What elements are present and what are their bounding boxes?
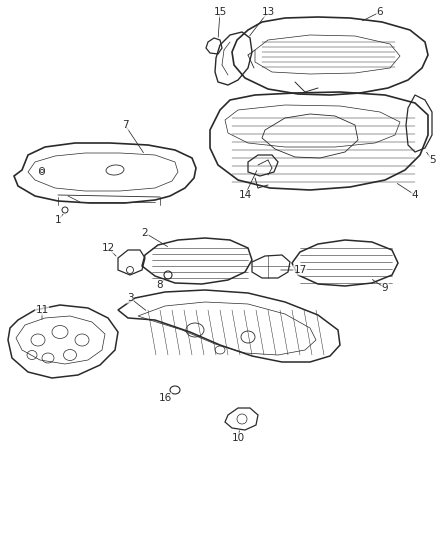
Text: 2: 2 [141, 228, 148, 238]
Text: 17: 17 [293, 265, 307, 275]
Text: 3: 3 [127, 293, 133, 303]
Text: 9: 9 [381, 283, 389, 293]
Text: 15: 15 [213, 7, 226, 17]
Text: 4: 4 [412, 190, 418, 200]
Text: 14: 14 [238, 190, 251, 200]
Text: 13: 13 [261, 7, 275, 17]
Text: 11: 11 [35, 305, 49, 315]
Text: 10: 10 [231, 433, 244, 443]
Text: 8: 8 [157, 280, 163, 290]
Text: 16: 16 [159, 393, 172, 403]
Text: 12: 12 [101, 243, 115, 253]
Text: 1: 1 [55, 215, 61, 225]
Text: 7: 7 [122, 120, 128, 130]
Text: 5: 5 [429, 155, 435, 165]
Text: 6: 6 [377, 7, 383, 17]
